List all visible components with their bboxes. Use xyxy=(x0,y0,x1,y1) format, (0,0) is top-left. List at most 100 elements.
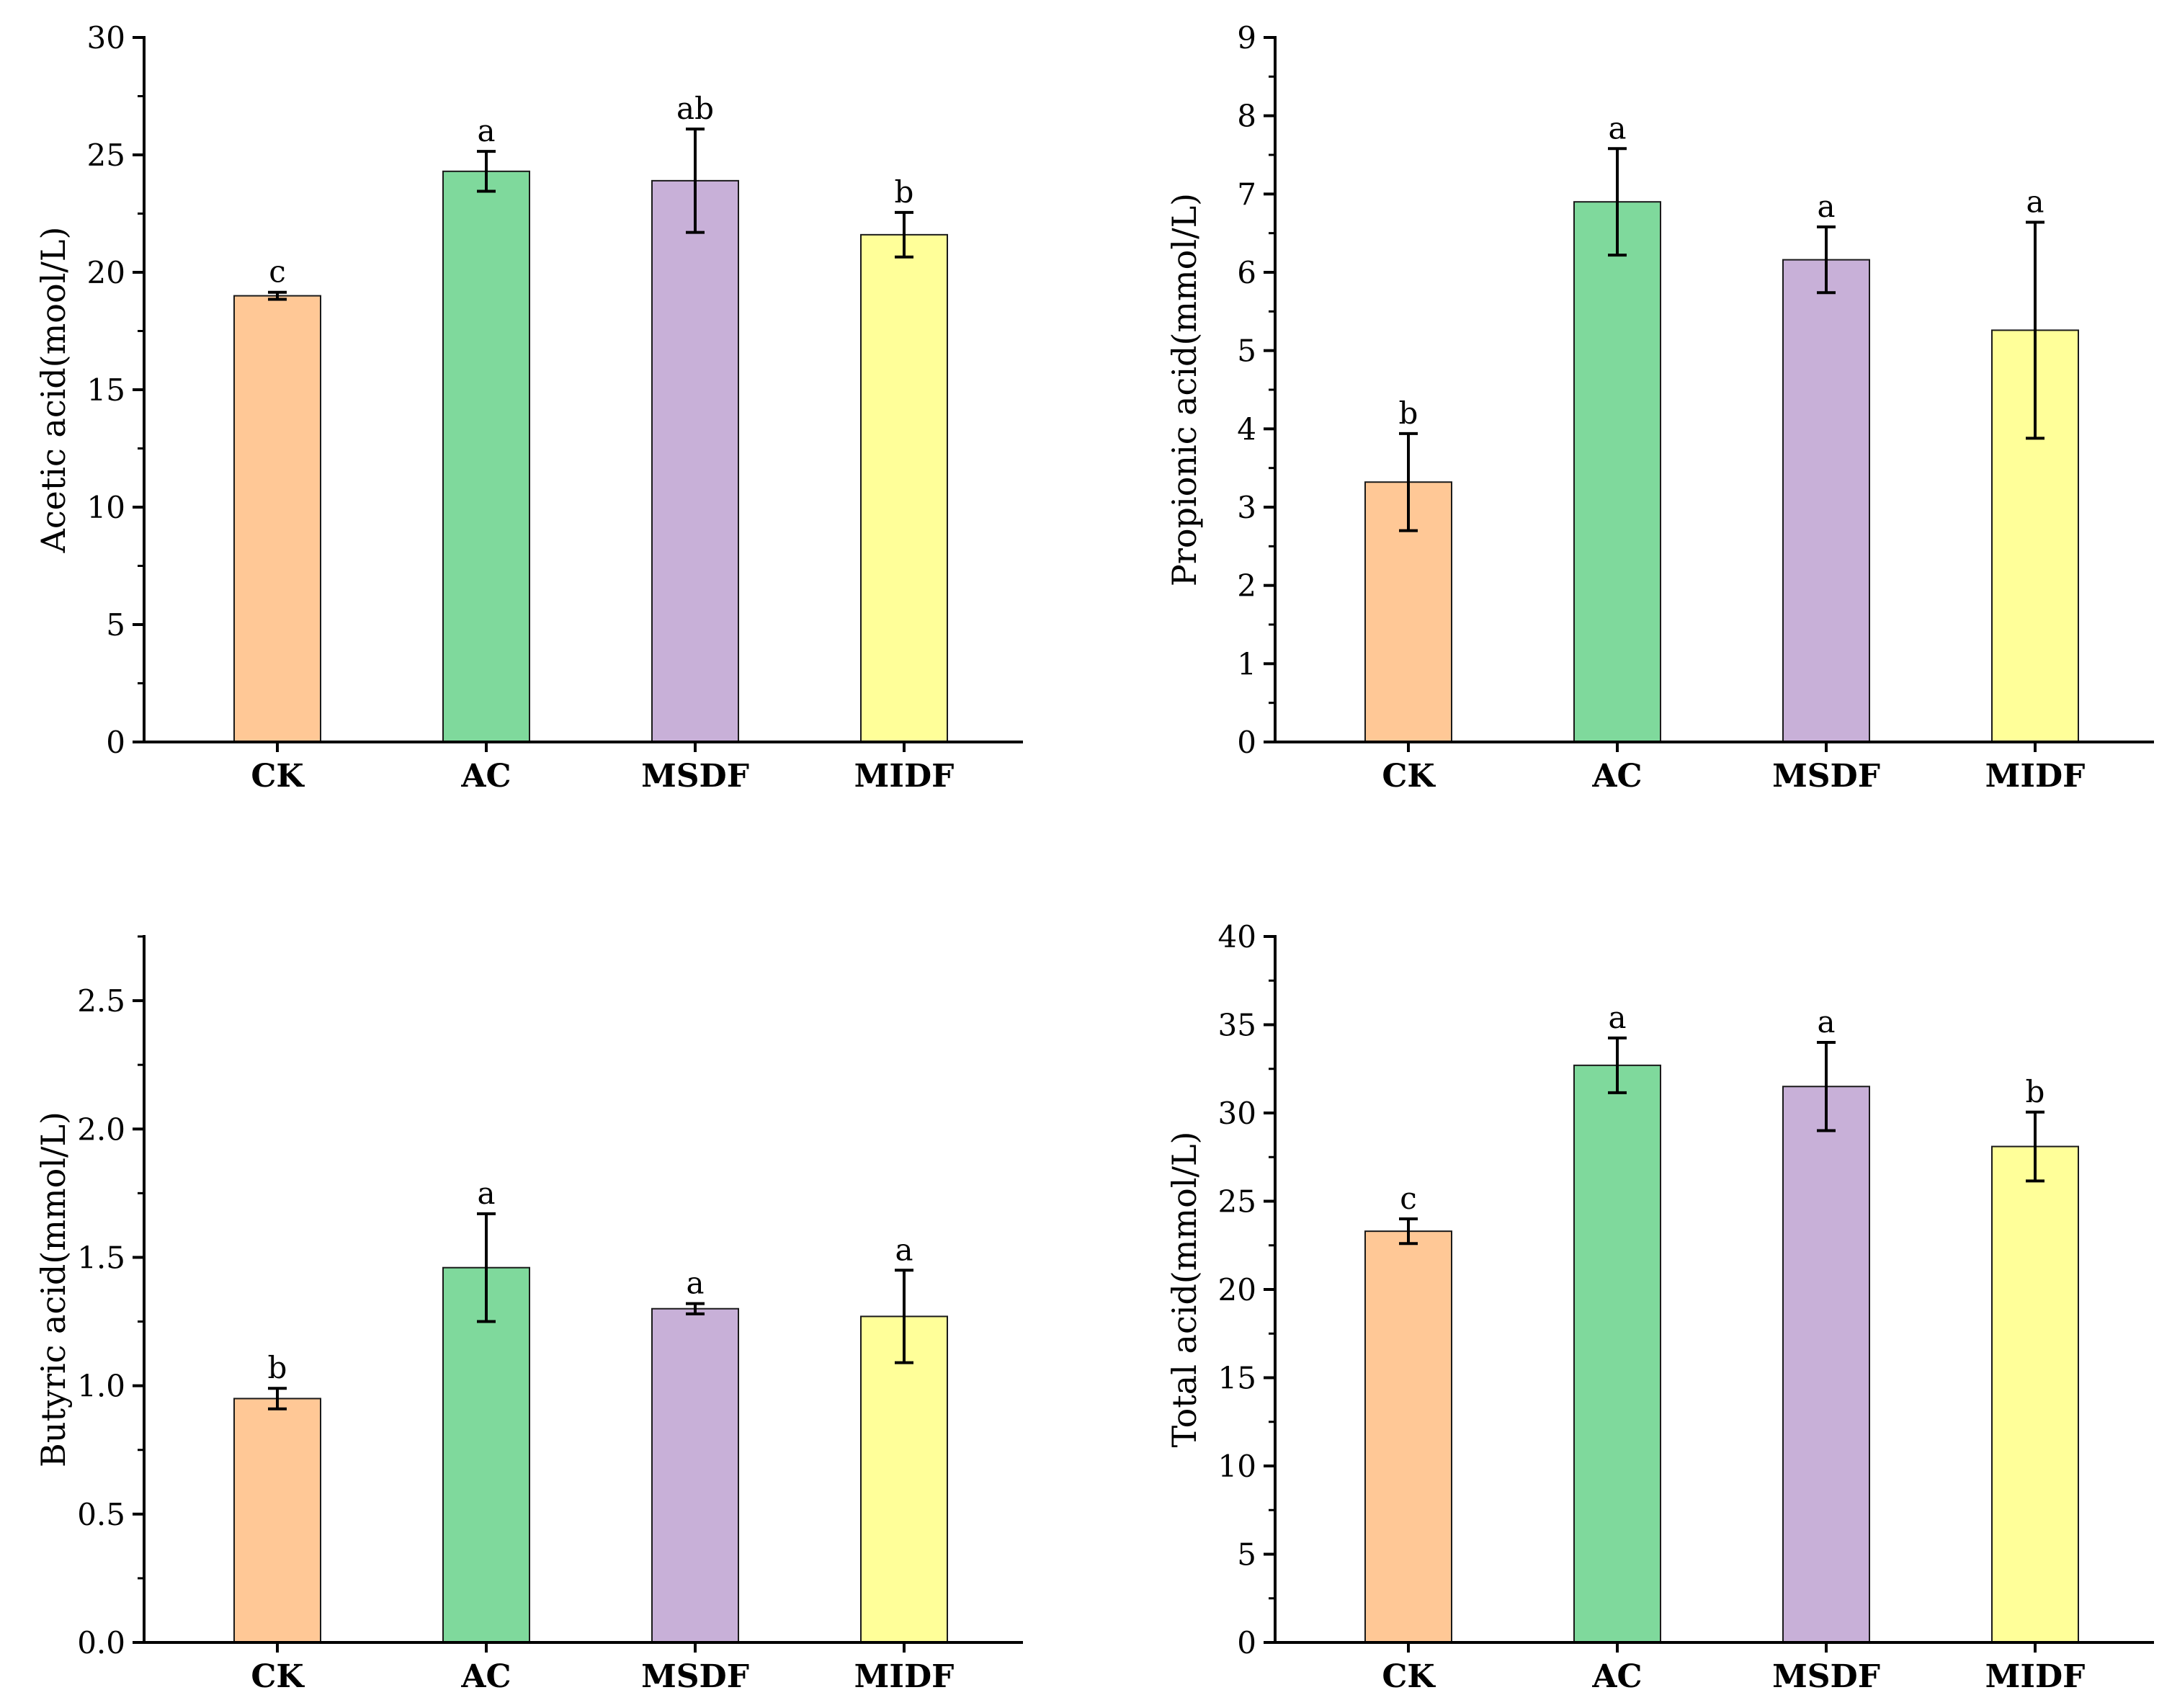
bar-msdf xyxy=(1782,1086,1870,1643)
y-tick-label: 5 xyxy=(1237,334,1256,369)
bar-midf xyxy=(860,1315,948,1644)
y-tick-label: 1.5 xyxy=(77,1240,125,1275)
bar-msdf xyxy=(651,1307,739,1644)
x-category-label: CK xyxy=(251,1658,305,1695)
significance-letter: a xyxy=(2026,184,2044,219)
x-category-label: MSDF xyxy=(1772,758,1880,795)
significance-letter: b xyxy=(1399,395,1418,431)
y-tick-label: 30 xyxy=(1218,1096,1256,1131)
chart-panel-4: c a a b 0 5 10 15 20 25 30 35 40 CK AC MSDF MIDF Total ac… xyxy=(1165,919,2154,1695)
chart-panel-2: b a a a 0 1 2 3 4 5 6 7 8 9 CK AC MSDF MIDF Propionic acid… xyxy=(1165,20,2154,795)
y-tick-label: 0.0 xyxy=(77,1625,125,1660)
bar-ck xyxy=(233,295,321,743)
x-category-label: AC xyxy=(460,758,511,795)
y-tick-label: 2.0 xyxy=(77,1112,125,1147)
bar-midf xyxy=(1991,1145,2079,1644)
y-tick-label: 15 xyxy=(87,372,125,408)
bar-ac xyxy=(1573,1064,1661,1643)
y-tick-label: 7 xyxy=(1237,176,1256,212)
error-bar-midf xyxy=(895,1269,913,1364)
x-category-label: MIDF xyxy=(854,758,955,795)
bar-ac xyxy=(442,170,530,743)
chart-panel-1: c a ab b 0 5 10 15 20 25 30 CK AC MSDF MIDF Acetic acid… xyxy=(34,20,1023,795)
error-bar-ck xyxy=(268,1387,287,1410)
y-tick-label: 0 xyxy=(1237,1625,1256,1660)
significance-letter: a xyxy=(477,1176,495,1211)
y-tick-label: 20 xyxy=(87,255,125,290)
error-bar-ac xyxy=(1608,1036,1627,1094)
y-tick-label: 0.5 xyxy=(77,1497,125,1532)
significance-letter: a xyxy=(1608,110,1626,146)
significance-letter: a xyxy=(1608,1000,1626,1035)
y-axis-title: Acetic acid(mool/L) xyxy=(34,227,73,554)
significance-letter: c xyxy=(269,254,286,290)
error-bar-ck xyxy=(1399,432,1418,532)
bar-ac xyxy=(442,1266,530,1643)
x-category-label: MIDF xyxy=(1985,1658,2086,1695)
significance-letter: b xyxy=(268,1350,287,1385)
significance-letter: a xyxy=(895,1232,913,1267)
y-tick-label: 25 xyxy=(1218,1184,1256,1220)
x-category-label: CK xyxy=(251,758,305,795)
error-bar-ac xyxy=(477,1212,496,1323)
error-bar-msdf xyxy=(686,1302,705,1315)
significance-letter: a xyxy=(1817,189,1835,224)
y-tick-label: 2 xyxy=(1237,568,1256,604)
y-tick-label: 15 xyxy=(1218,1361,1256,1396)
error-bar-midf xyxy=(895,210,913,259)
x-category-label: MIDF xyxy=(854,1658,955,1695)
error-bar-midf xyxy=(2026,220,2044,440)
x-category-label: MIDF xyxy=(1985,758,2086,795)
bar-ck xyxy=(233,1398,321,1644)
y-tick-label: 5 xyxy=(1237,1537,1256,1573)
chart-panel-3: b a a a 0.0 0.5 1.0 1.5 2.0 2.5 CK AC MSDF MIDF Butyri… xyxy=(34,935,1023,1695)
y-axis-title: Propionic acid(mmol/L) xyxy=(1165,193,1204,586)
y-tick-label: 10 xyxy=(1218,1449,1256,1484)
error-bar-ck xyxy=(1399,1217,1418,1246)
y-tick-label: 0 xyxy=(1237,725,1256,760)
significance-letter: a xyxy=(1817,1004,1835,1039)
y-tick-label: 25 xyxy=(87,138,125,173)
x-category-label: AC xyxy=(1591,758,1642,795)
error-bar-ck xyxy=(268,290,287,301)
x-category-label: CK xyxy=(1382,1658,1436,1695)
y-tick-label: 10 xyxy=(87,490,125,525)
bar-midf xyxy=(860,233,948,743)
y-tick-label: 9 xyxy=(1237,20,1256,55)
x-category-label: CK xyxy=(1382,758,1436,795)
y-axis-title: Total acid(mmol/L) xyxy=(1165,1132,1204,1448)
error-bar-midf xyxy=(2026,1110,2044,1183)
x-category-label: AC xyxy=(460,1658,511,1695)
bar-msdf xyxy=(651,179,739,743)
y-tick-label: 5 xyxy=(106,607,125,643)
y-tick-label: 1 xyxy=(1237,646,1256,681)
y-tick-label: 8 xyxy=(1237,99,1256,134)
y-tick-label: 1.0 xyxy=(77,1369,125,1404)
y-tick-label: 35 xyxy=(1218,1008,1256,1043)
bar-ck xyxy=(1364,1230,1452,1643)
significance-letter: a xyxy=(477,113,495,148)
y-tick-label: 3 xyxy=(1237,490,1256,525)
x-category-label: MSDF xyxy=(641,1658,749,1695)
x-category-label: MSDF xyxy=(641,758,749,795)
x-category-label: MSDF xyxy=(1772,1658,1880,1695)
error-bar-ac xyxy=(477,150,496,193)
y-tick-label: 0 xyxy=(106,725,125,760)
y-axis-title: Butyric acid(mmol/L) xyxy=(34,1112,73,1467)
y-tick-label: 30 xyxy=(87,20,125,55)
y-tick-label: 20 xyxy=(1218,1272,1256,1307)
significance-letter: c xyxy=(1400,1181,1417,1216)
significance-letter: b xyxy=(2026,1074,2045,1109)
bar-ac xyxy=(1573,201,1661,743)
bar-msdf xyxy=(1782,259,1870,743)
y-tick-label: 4 xyxy=(1237,411,1256,447)
error-bar-msdf xyxy=(1817,225,1836,295)
significance-letter: b xyxy=(895,174,914,210)
x-category-label: AC xyxy=(1591,1658,1642,1695)
significance-letter: a xyxy=(686,1266,704,1301)
error-bar-msdf xyxy=(1817,1041,1836,1132)
y-tick-label: 6 xyxy=(1237,255,1256,290)
y-tick-label: 2.5 xyxy=(77,983,125,1019)
error-bar-ac xyxy=(1608,147,1627,257)
